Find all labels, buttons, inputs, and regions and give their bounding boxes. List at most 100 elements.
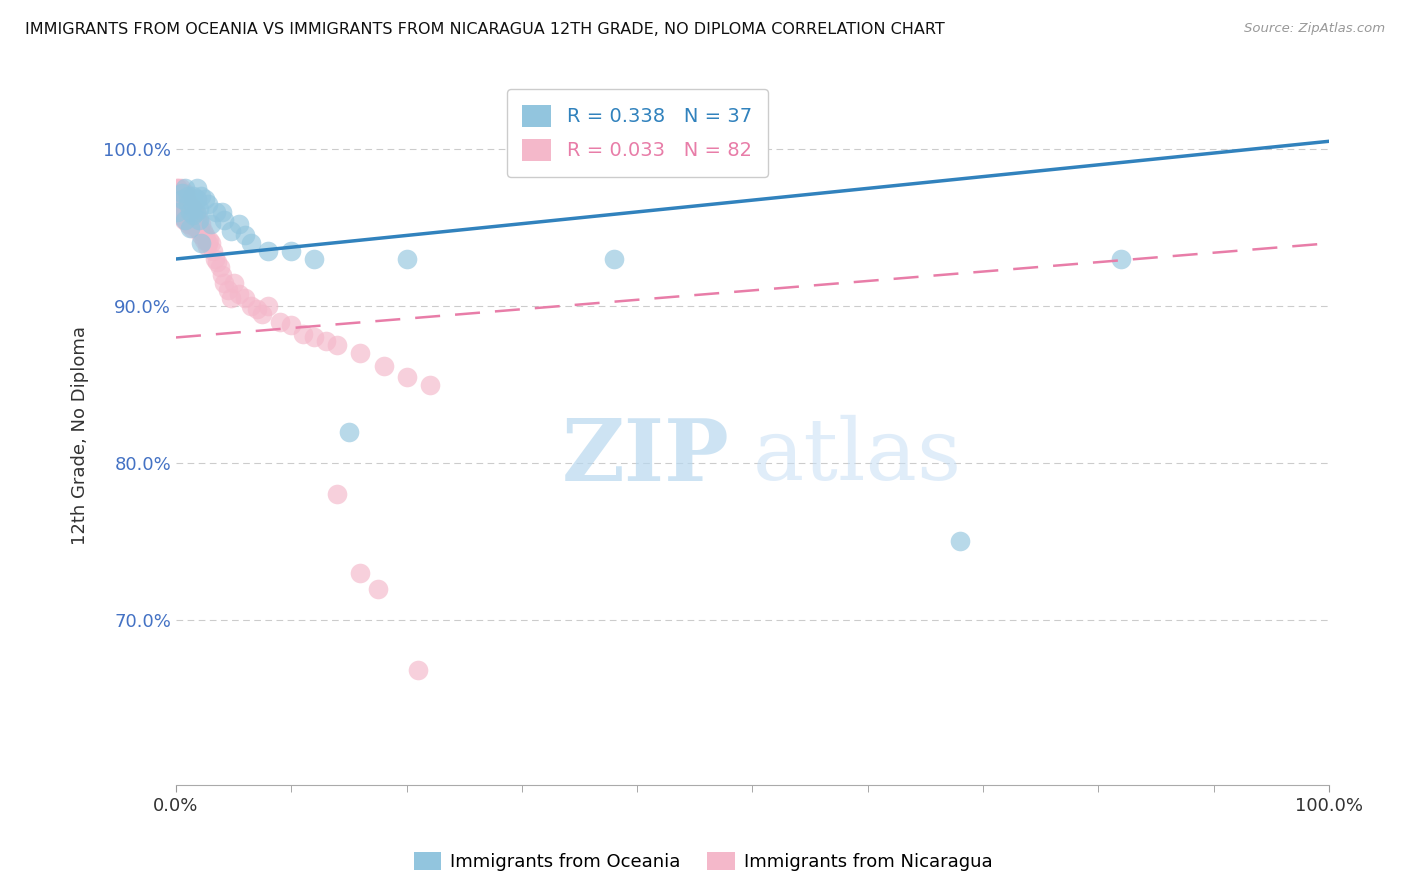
Point [349, 566, 371, 580]
Point [198, 233, 221, 247]
Point [174, 212, 197, 227]
Point [304, 330, 326, 344]
Text: Source: ZipAtlas.com: Source: ZipAtlas.com [1244, 22, 1385, 36]
Point [326, 487, 349, 501]
Text: ZIP: ZIP [561, 415, 730, 499]
Point [419, 377, 441, 392]
Point [176, 197, 198, 211]
Text: atlas: atlas [752, 415, 962, 498]
Point [603, 252, 626, 266]
Point [186, 181, 208, 195]
Point [176, 197, 198, 211]
Point [176, 202, 198, 216]
Point [181, 212, 204, 227]
Point [190, 236, 212, 251]
Point [181, 202, 204, 216]
Point [186, 192, 208, 206]
Point [191, 224, 214, 238]
Point [176, 212, 198, 227]
Point [280, 244, 302, 259]
Point [183, 212, 205, 227]
Point [169, 192, 191, 206]
Point [173, 192, 195, 206]
Point [188, 220, 211, 235]
Point [194, 192, 217, 206]
Point [173, 212, 195, 227]
Point [246, 302, 269, 317]
Point [174, 181, 197, 195]
Point [190, 228, 212, 243]
Point [194, 233, 217, 247]
Point [179, 208, 201, 222]
Point [170, 186, 193, 200]
Point [200, 218, 222, 232]
Point [367, 582, 389, 596]
Point [257, 244, 280, 259]
Point [239, 299, 262, 313]
Point [166, 181, 188, 195]
Point [169, 208, 191, 222]
Point [177, 202, 200, 216]
Point [194, 228, 217, 243]
Point [291, 327, 314, 342]
Legend: R = 0.338   N = 37, R = 0.033   N = 82: R = 0.338 N = 37, R = 0.033 N = 82 [506, 89, 768, 177]
Point [304, 252, 326, 266]
Point [181, 208, 204, 222]
Point [181, 197, 204, 211]
Point [172, 186, 194, 200]
Point [174, 208, 197, 222]
Point [188, 212, 211, 227]
Point [201, 244, 224, 259]
Point [214, 276, 236, 290]
Point [949, 534, 972, 549]
Point [188, 202, 211, 216]
Point [373, 359, 395, 373]
Text: IMMIGRANTS FROM OCEANIA VS IMMIGRANTS FROM NICARAGUA 12TH GRADE, NO DIPLOMA CORR: IMMIGRANTS FROM OCEANIA VS IMMIGRANTS FR… [25, 22, 945, 37]
Point [228, 286, 250, 301]
Point [222, 276, 245, 290]
Point [200, 236, 222, 251]
Point [208, 260, 231, 274]
Point [177, 212, 200, 227]
Y-axis label: 12th Grade, No Diploma: 12th Grade, No Diploma [72, 326, 89, 545]
Point [181, 220, 204, 235]
Point [181, 189, 204, 203]
Point [166, 205, 188, 219]
Point [180, 205, 202, 219]
Point [280, 318, 302, 332]
Point [195, 239, 218, 253]
Point [174, 186, 197, 200]
Point [173, 205, 195, 219]
Point [197, 236, 219, 251]
Point [221, 224, 243, 238]
Point [190, 189, 212, 203]
Point [181, 208, 204, 222]
Point [172, 197, 194, 211]
Point [211, 268, 233, 282]
Point [179, 197, 201, 211]
Point [205, 205, 228, 219]
Point [169, 181, 191, 195]
Point [179, 205, 201, 219]
Point [239, 236, 262, 251]
Point [167, 197, 190, 211]
Point [176, 189, 198, 203]
Point [204, 252, 226, 266]
Point [269, 315, 291, 329]
Point [176, 205, 198, 219]
Point [214, 212, 236, 227]
Point [228, 218, 250, 232]
Point [179, 220, 201, 235]
Point [207, 255, 229, 269]
Legend: Immigrants from Oceania, Immigrants from Nicaragua: Immigrants from Oceania, Immigrants from… [406, 845, 1000, 879]
Point [166, 192, 188, 206]
Point [176, 218, 198, 232]
Point [183, 202, 205, 216]
Point [337, 425, 360, 439]
Point [174, 197, 197, 211]
Point [349, 346, 371, 360]
Point [315, 334, 337, 348]
Point [170, 192, 193, 206]
Point [184, 220, 207, 235]
Point [188, 224, 211, 238]
